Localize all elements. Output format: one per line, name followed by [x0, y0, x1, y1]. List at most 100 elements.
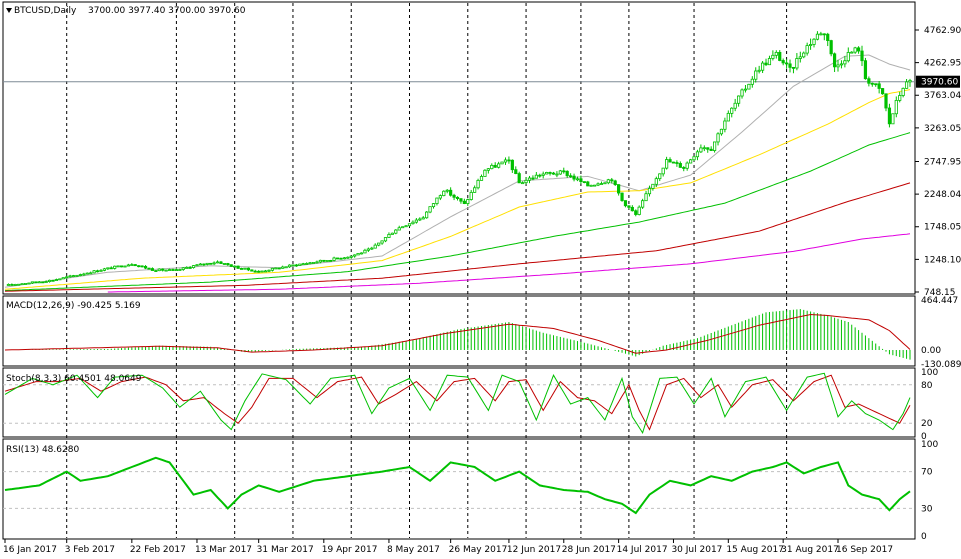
- candle-body: [452, 194, 456, 198]
- stoch-panel-frame: [2, 367, 916, 438]
- candle-body: [908, 79, 912, 83]
- candle-body: [853, 47, 857, 53]
- candle-body: [233, 265, 237, 268]
- candle: [226, 262, 230, 266]
- candle: [78, 273, 83, 277]
- candle: [795, 53, 799, 71]
- candle: [884, 93, 888, 112]
- rsi-tick-label: 30: [921, 504, 933, 514]
- candle: [562, 167, 566, 174]
- candle: [41, 281, 45, 284]
- candle-body: [37, 281, 41, 284]
- menu-triangle-icon[interactable]: [6, 8, 12, 13]
- candle-body: [562, 170, 566, 173]
- candle-body: [418, 218, 422, 221]
- candle: [58, 278, 62, 281]
- candle-body: [723, 120, 727, 130]
- candle-body: [123, 265, 127, 268]
- candle-body: [856, 47, 861, 52]
- candle-body: [95, 270, 100, 273]
- candle-body: [428, 206, 432, 213]
- candle-body: [27, 282, 31, 285]
- candle: [599, 181, 604, 185]
- candle-body: [167, 269, 172, 271]
- candle-body: [644, 193, 648, 202]
- candle-body: [767, 58, 772, 66]
- candle-body: [6, 284, 11, 286]
- candle-body: [78, 274, 83, 276]
- candle-body: [188, 267, 192, 269]
- candle-body: [116, 265, 120, 268]
- candle-body: [620, 192, 624, 201]
- candle: [853, 46, 857, 54]
- candle-body: [898, 95, 902, 101]
- candle-body: [407, 223, 412, 227]
- candle: [637, 205, 641, 216]
- candle: [140, 265, 144, 268]
- candle: [887, 103, 892, 128]
- price-tick-label: 3263.05: [924, 124, 961, 134]
- candle-body: [668, 159, 672, 163]
- candle-body: [795, 58, 799, 69]
- candle: [778, 50, 782, 62]
- candle-body: [305, 263, 309, 265]
- candle-body: [260, 270, 264, 273]
- candle: [743, 84, 748, 93]
- candle: [623, 200, 628, 208]
- candle: [147, 267, 151, 270]
- candle-body: [140, 265, 144, 268]
- candle-body: [68, 275, 72, 278]
- candle: [538, 173, 542, 178]
- x-axis-labels: 16 Jan 2017 3 Feb 2017 22 Feb 2017 13 Mar 2…: [3, 539, 893, 555]
- candle-body: [486, 168, 490, 171]
- candle: [126, 263, 131, 267]
- candle: [469, 189, 473, 201]
- candle: [243, 267, 247, 270]
- candle: [733, 98, 737, 112]
- candle-body: [294, 264, 298, 267]
- candle-body: [651, 183, 655, 189]
- candle-body: [641, 200, 645, 208]
- candle: [301, 262, 305, 266]
- candle-body: [891, 113, 895, 125]
- candle-body: [89, 272, 93, 275]
- candle-body: [541, 173, 545, 176]
- candle: [116, 265, 120, 268]
- candle: [764, 58, 768, 67]
- candle-body: [243, 267, 247, 270]
- price-layer: [3, 31, 915, 293]
- candle: [610, 177, 614, 184]
- candle-body: [274, 267, 278, 270]
- candle: [44, 280, 48, 283]
- candle-body: [682, 167, 686, 169]
- candle: [332, 256, 336, 262]
- candle: [75, 274, 79, 277]
- candle: [719, 128, 724, 136]
- candle: [383, 237, 388, 243]
- candle: [627, 205, 631, 210]
- date-tick-label: 22 Feb 2017: [130, 545, 186, 555]
- candle-body: [253, 270, 257, 273]
- candle: [106, 267, 110, 270]
- candle-body: [356, 253, 360, 256]
- candle: [89, 271, 93, 275]
- candle: [315, 260, 319, 264]
- candle: [551, 171, 556, 175]
- candle-body: [850, 51, 854, 54]
- candle: [877, 81, 881, 94]
- candle: [143, 265, 148, 270]
- candle: [181, 267, 185, 271]
- candle: [473, 185, 477, 193]
- candle-body: [867, 78, 871, 84]
- candle-body: [209, 262, 213, 265]
- candle-body: [195, 264, 199, 267]
- candle-body: [524, 179, 528, 184]
- rsi-tick-label: 70: [921, 468, 933, 478]
- candle-body: [322, 259, 326, 262]
- candle: [898, 91, 902, 103]
- candle: [267, 269, 271, 273]
- candle-body: [332, 257, 336, 261]
- candle-body: [462, 200, 466, 204]
- candle: [455, 196, 460, 201]
